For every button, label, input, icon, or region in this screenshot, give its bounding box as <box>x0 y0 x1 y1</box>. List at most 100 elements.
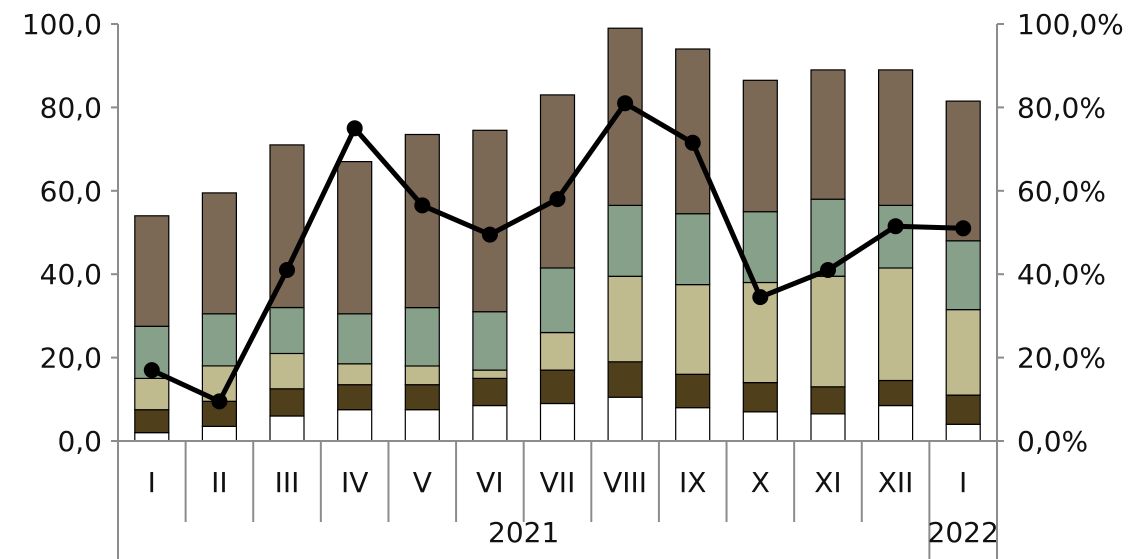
labels-layer: 0,0 20,0 40,0 60,0 80,0 100,0 0,0% 20,0% 40,0% 60… <box>22 8 1124 549</box>
bar-segment <box>539 332 576 371</box>
bar-segment <box>810 69 846 200</box>
bar-segment <box>810 413 846 442</box>
right-tick-label: 100,0% <box>1017 8 1124 41</box>
bar-segment <box>404 384 440 411</box>
bar-segment <box>269 415 305 442</box>
left-tick-label: 100,0 <box>22 8 102 41</box>
year-label: 2021 <box>488 516 559 549</box>
bar-segment <box>269 144 305 309</box>
category-label: X <box>751 466 770 499</box>
bar-segment <box>134 409 170 434</box>
bar-segment <box>675 373 711 409</box>
line-point <box>955 220 972 237</box>
left-tick-label: 80,0 <box>40 91 102 124</box>
bar-segment <box>607 275 643 363</box>
category-label: I <box>148 466 156 499</box>
bar-segment <box>269 388 305 417</box>
bar-segment <box>404 365 440 386</box>
bar-segment <box>877 379 914 407</box>
bar-segment <box>201 425 237 442</box>
bar-segment <box>539 402 576 442</box>
left-tick-label: 60,0 <box>40 175 102 208</box>
bar-segment <box>945 423 981 442</box>
line-point <box>211 393 228 410</box>
bar-segment <box>607 361 643 398</box>
bar-segment <box>877 405 914 442</box>
right-tick-label: 80,0% <box>1017 91 1106 124</box>
category-label: II <box>211 466 228 499</box>
line-point <box>684 134 701 151</box>
right-tick-label: 60,0% <box>1017 175 1106 208</box>
category-label: V <box>413 466 432 499</box>
bar-segment <box>404 409 440 442</box>
bar-segment <box>134 215 170 327</box>
category-label: VII <box>540 466 576 499</box>
bar-segment <box>877 69 914 207</box>
bar-segment <box>269 352 305 390</box>
bar-segment <box>742 79 778 213</box>
category-label: IV <box>341 466 368 499</box>
left-tick-label: 40,0 <box>40 258 102 291</box>
right-tick-label: 20,0% <box>1017 342 1106 375</box>
bar-segment <box>742 411 778 442</box>
line-point <box>820 262 836 278</box>
category-label: IX <box>679 466 706 499</box>
category-label: VIII <box>603 466 647 499</box>
bar-segment <box>810 386 846 415</box>
line-point <box>617 95 634 112</box>
bar-segment <box>945 394 981 425</box>
right-tick-label: 40,0% <box>1017 258 1106 291</box>
bar-segment <box>810 275 846 388</box>
line-point <box>887 218 904 235</box>
bars-layer <box>134 27 981 442</box>
line-series-layer <box>143 95 972 410</box>
bar-segment <box>472 129 508 313</box>
line-point <box>752 289 769 306</box>
line-point <box>143 362 160 379</box>
bar-segment <box>675 407 711 442</box>
bar-segment <box>472 369 508 380</box>
category-label: XII <box>878 466 914 499</box>
bar-segment <box>337 384 373 411</box>
bar-segment <box>337 363 373 386</box>
right-tick-label: 0,0% <box>1017 425 1088 458</box>
line-point <box>481 226 498 243</box>
bar-segment <box>201 192 237 315</box>
left-tick-label: 0,0 <box>57 425 102 458</box>
bar-segment <box>337 409 373 442</box>
bar-segment <box>134 377 170 411</box>
bar-segment <box>945 240 981 311</box>
category-label: III <box>275 466 300 499</box>
year-label: 2022 <box>928 516 999 549</box>
bar-segment <box>607 204 643 277</box>
bar-segment <box>539 369 576 405</box>
bar-segment <box>945 100 981 242</box>
bar-segment <box>337 161 373 315</box>
bar-segment <box>134 432 170 442</box>
bar-segment <box>404 133 440 309</box>
axes-layer <box>111 23 1004 559</box>
bar-segment <box>742 382 778 413</box>
bar-segment <box>201 313 237 367</box>
bar-segment <box>472 405 508 442</box>
bar-segment <box>337 313 373 365</box>
line-point <box>414 197 431 214</box>
line-point <box>346 120 363 137</box>
line-point <box>549 191 566 208</box>
bar-segment <box>675 213 711 286</box>
bar-segment <box>675 284 711 375</box>
bar-segment <box>607 396 643 442</box>
bar-segment <box>472 311 508 371</box>
bar-segment <box>945 309 981 396</box>
line-point <box>279 262 295 278</box>
bar-segment <box>675 48 711 215</box>
left-tick-label: 20,0 <box>40 342 102 375</box>
bar-segment <box>877 267 914 382</box>
category-label: VI <box>476 466 503 499</box>
category-label: I <box>959 466 967 499</box>
bar-segment <box>404 307 440 367</box>
bar-segment <box>269 307 305 355</box>
bar-segment <box>539 267 576 334</box>
category-label: XI <box>814 466 841 499</box>
